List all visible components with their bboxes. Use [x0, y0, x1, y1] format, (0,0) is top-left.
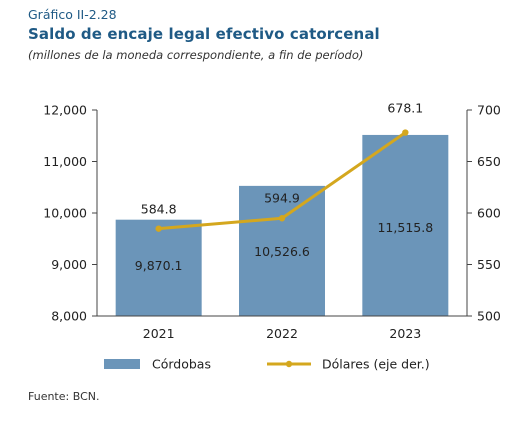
legend-marker-dolares — [285, 360, 293, 368]
line-data-label: 678.1 — [387, 101, 423, 116]
chart-subtitle: (millones de la moneda correspondiente, … — [28, 48, 364, 62]
x-tick-label: 2022 — [266, 326, 298, 341]
y-left-tick-label: 12,000 — [43, 103, 87, 118]
line-point-2023 — [402, 129, 409, 136]
bar-2022 — [239, 185, 325, 316]
line-point-2021 — [155, 225, 162, 232]
y-left-tick-label: 8,000 — [51, 309, 87, 324]
y-right-tick-label: 500 — [477, 309, 501, 324]
bar-2023 — [362, 134, 449, 316]
y-right-tick-label: 700 — [477, 103, 501, 118]
y-right-tick-label: 550 — [477, 257, 501, 272]
legend-swatch-cordobas — [104, 359, 140, 369]
bar-2021 — [115, 219, 202, 316]
chart-title: Saldo de encaje legal efectivo catorcena… — [28, 25, 380, 43]
y-left-tick-label: 11,000 — [43, 154, 87, 169]
bar-data-label: 11,515.8 — [377, 220, 433, 235]
x-tick-label: 2023 — [389, 326, 421, 341]
legend-label-cordobas: Córdobas — [152, 357, 211, 372]
x-tick-label: 2021 — [143, 326, 175, 341]
chart-source: Fuente: BCN. — [28, 390, 100, 403]
bar-data-label: 9,870.1 — [135, 258, 183, 273]
line-point-2022 — [278, 215, 286, 222]
y-left-tick-label: 9,000 — [51, 257, 87, 272]
y-right-tick-label: 600 — [477, 206, 501, 221]
legend-label-dolares: Dólares (eje der.) — [322, 357, 430, 372]
line-data-label: 594.9 — [264, 190, 300, 205]
bar-data-label: 10,526.6 — [254, 244, 310, 259]
line-data-label: 584.8 — [141, 202, 177, 217]
y-left-tick-label: 10,000 — [43, 206, 87, 221]
y-right-tick-label: 650 — [477, 154, 501, 169]
chart-kicker: Gráfico II-2.28 — [28, 7, 117, 22]
